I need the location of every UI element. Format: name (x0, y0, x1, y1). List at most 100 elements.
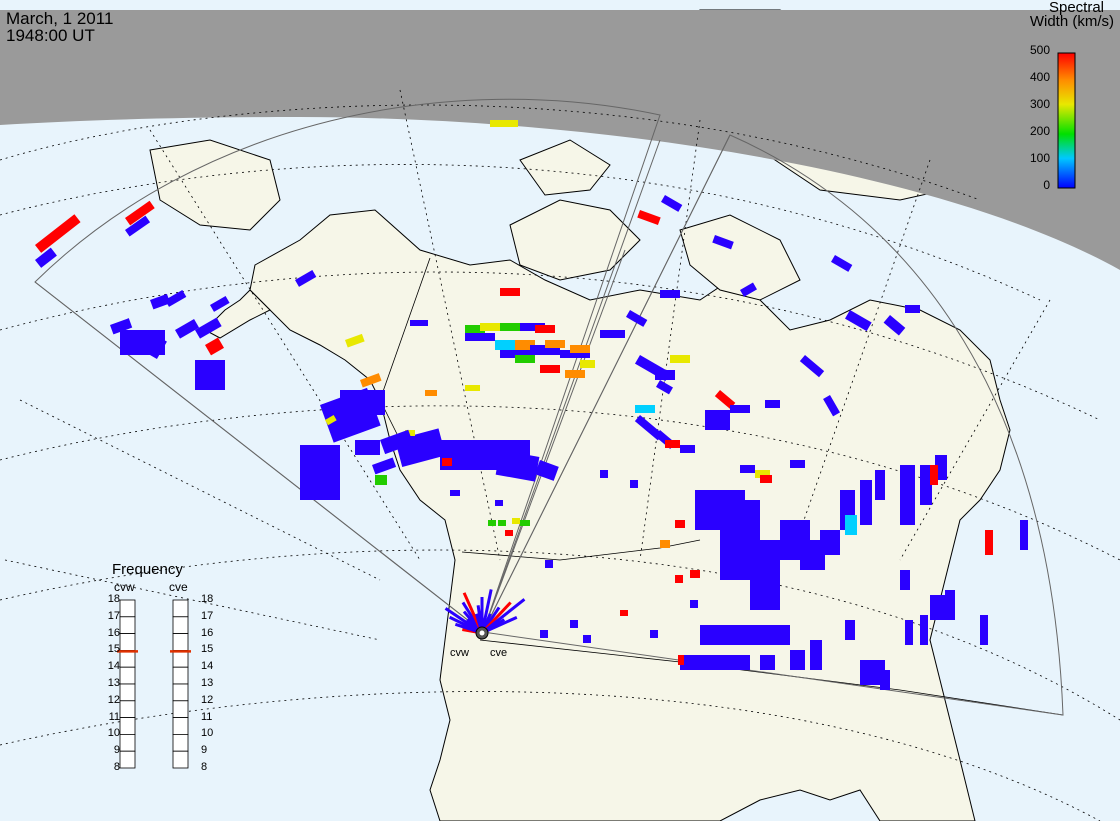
radar-fov (34, 98, 1064, 716)
frequency-cell (119, 599, 136, 618)
radar-site-center (479, 630, 485, 636)
scatter-cell (195, 360, 225, 390)
frequency-cell (119, 666, 136, 685)
frequency-cell (172, 666, 189, 685)
frequency-scale-label: 14 (201, 660, 214, 673)
scatter-cell (450, 490, 460, 496)
frequency-scale-label: 10 (107, 727, 120, 740)
scatter-cell (512, 518, 520, 524)
scatter-cell (656, 380, 673, 395)
scatter-cell (165, 290, 187, 307)
time-label: 1948:00 UT (6, 26, 95, 45)
scatter-cell (845, 309, 872, 332)
scatter-cell (650, 630, 658, 638)
scatter-cell (355, 440, 380, 455)
frequency-cell (172, 650, 189, 668)
scatter-cell (660, 540, 670, 548)
scatter-cell (495, 340, 525, 350)
scatter-cell (505, 530, 513, 536)
frequency-cell (119, 734, 136, 752)
scatter-cell (465, 333, 495, 341)
scatter-cell (520, 323, 545, 331)
scatter-cell (634, 415, 663, 441)
scatter-cell (739, 282, 757, 297)
scatter-cell (110, 318, 133, 335)
scatter-cell (565, 370, 585, 378)
scatter-cell (125, 200, 155, 226)
scatter-cell (1020, 520, 1028, 550)
scatter-cell (905, 305, 920, 313)
scatter-cell (490, 120, 518, 127)
scatter-cell (500, 288, 520, 296)
frequency-radar-label: cvw (114, 580, 135, 594)
frequency-cell (172, 700, 189, 718)
scatter-cell (945, 590, 955, 620)
scatter-cell (465, 325, 485, 333)
scatter-cell (379, 429, 414, 455)
frequency-cell (119, 750, 136, 769)
scatter-cell (883, 315, 906, 336)
scatter-cell (520, 520, 530, 526)
colorbar-tick: 100 (1029, 151, 1050, 165)
scatter-cell (712, 235, 734, 250)
scatter-cell (880, 670, 890, 690)
site-label-cve: cve (490, 647, 508, 659)
frequency-scale-label: 15 (107, 643, 120, 656)
scatter-cell (535, 325, 555, 333)
frequency-scale-label: 8 (113, 761, 120, 773)
frequency-scale-label: 18 (107, 593, 120, 605)
scatter-data (34, 120, 1028, 690)
scatter-cell (583, 635, 591, 643)
frequency-cell (172, 717, 189, 735)
frequency-scale-label: 15 (201, 643, 214, 656)
scatter-cell (790, 460, 805, 468)
scatter-cell (635, 405, 655, 413)
scatter-cell (515, 355, 535, 363)
scatter-cell (730, 405, 750, 413)
frequency-cell (119, 717, 136, 735)
scatter-cell (620, 610, 628, 616)
frequency-radar-label: cve (169, 580, 188, 594)
scatter-cell (124, 215, 151, 237)
scatter-cell (205, 337, 224, 356)
frequency-scale-label: 16 (201, 626, 214, 639)
scatter-cell (920, 615, 928, 645)
frequency-cell (119, 633, 136, 651)
scatter-cell (700, 625, 760, 645)
frequency-cell (172, 633, 189, 651)
scatter-cell (320, 470, 340, 485)
scatter-cell (714, 390, 736, 409)
scatter-cell (705, 410, 730, 430)
scatter-cell (345, 333, 365, 348)
scatter-cell (195, 317, 222, 339)
scatter-cell (34, 247, 57, 268)
scatter-cell (823, 394, 841, 417)
scatter-cell (570, 620, 578, 628)
scatter-cell (340, 390, 385, 415)
scatter-cell (750, 540, 780, 610)
frequency-scale-label: 12 (107, 693, 120, 706)
frequency-scale-label: 9 (201, 744, 208, 757)
scatter-cell (799, 354, 825, 378)
scatter-cell (665, 440, 680, 448)
scatter-cell (670, 355, 690, 363)
scatter-cell (600, 470, 608, 478)
arctic-island-2 (519, 139, 611, 196)
latlon-grid (0, 89, 1120, 821)
scatter-cell (680, 655, 750, 670)
frequency-cell (119, 650, 136, 668)
scatter-cell (661, 195, 683, 212)
scatter-cell (760, 475, 772, 483)
colorbar-title-line2: Width (km/s) (1029, 13, 1114, 30)
baffin-island (679, 214, 801, 301)
scatter-cell (690, 600, 698, 608)
frequency-cell (172, 616, 189, 634)
frequency-scale-label: 14 (107, 660, 120, 673)
scatter-cell (875, 470, 885, 500)
frequency-scale-label: 8 (201, 761, 208, 773)
scatter-cell (149, 337, 167, 359)
scatter-cell (820, 530, 840, 555)
arctic-island-1 (509, 199, 641, 281)
scatter-cell (675, 520, 685, 528)
